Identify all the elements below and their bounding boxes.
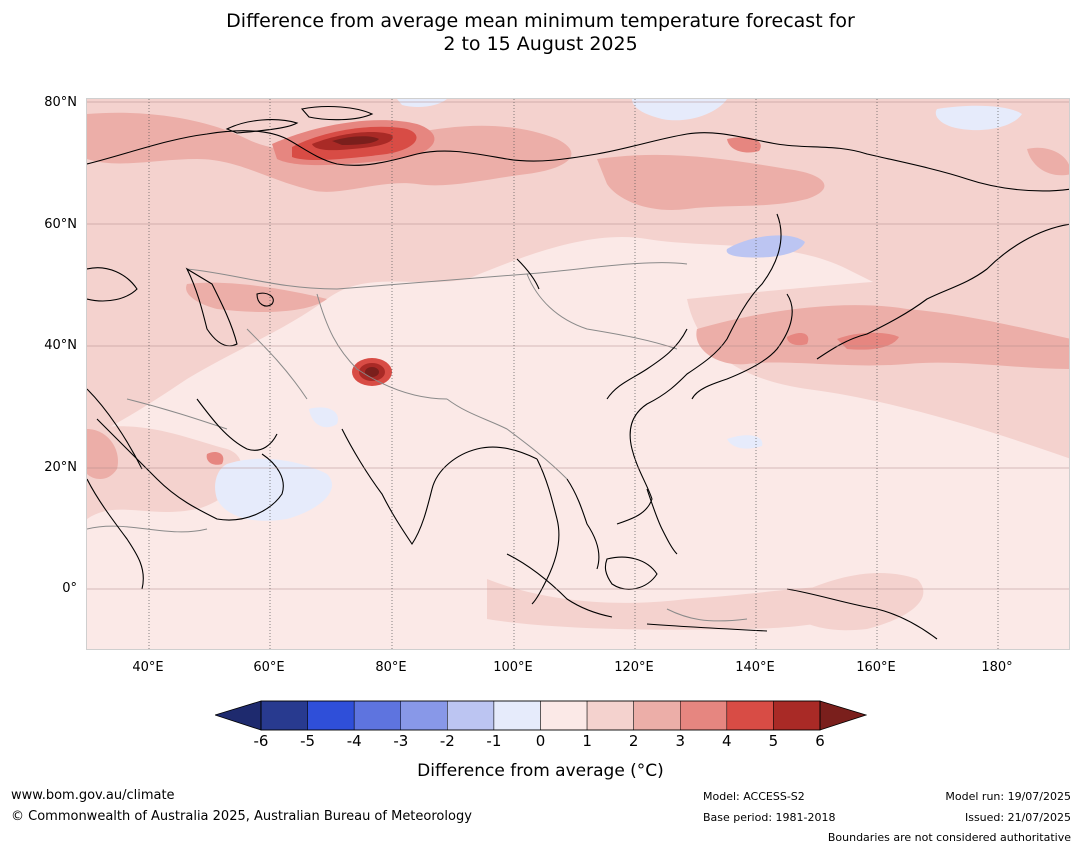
colorbar-cell bbox=[447, 700, 495, 731]
colorbar-tick-label: -5 bbox=[300, 732, 316, 750]
colorbar-cell bbox=[493, 700, 541, 731]
base-period-text: Base period: 1981-2018 bbox=[703, 811, 836, 824]
anomaly-band-minus-1-0 bbox=[215, 99, 1022, 521]
colorbar-high-extend bbox=[819, 700, 867, 731]
colorbar-tick-label: 2 bbox=[628, 732, 639, 750]
map-title: Difference from average mean minimum tem… bbox=[0, 10, 1081, 56]
lon-label-40e: 40°E bbox=[132, 660, 164, 675]
colorbar-cell bbox=[586, 700, 634, 731]
lon-label-180: 180° bbox=[981, 660, 1013, 675]
lat-label-equator: 0° bbox=[62, 581, 77, 596]
colorbar-tick-label: -1 bbox=[486, 732, 502, 750]
colorbar-tick-label: -4 bbox=[346, 732, 362, 750]
lat-label-40n: 40°N bbox=[44, 338, 77, 353]
boundaries-note: Boundaries are not considered authoritat… bbox=[827, 831, 1071, 844]
lat-label-80n: 80°N bbox=[44, 95, 77, 110]
colorbar-cell bbox=[260, 700, 308, 731]
title-line-2: 2 to 15 August 2025 bbox=[443, 33, 638, 55]
lat-label-20n: 20°N bbox=[44, 460, 77, 475]
colorbar-cell bbox=[680, 700, 728, 731]
country-boundaries bbox=[87, 262, 748, 622]
colorbar-cell bbox=[400, 700, 448, 731]
colorbar-cell bbox=[353, 700, 401, 731]
lon-label-120e: 120°E bbox=[614, 660, 654, 675]
title-line-1: Difference from average mean minimum tem… bbox=[226, 10, 855, 32]
colorbar-low-extend bbox=[215, 700, 262, 731]
meridians bbox=[148, 99, 999, 649]
lon-label-80e: 80°E bbox=[375, 660, 407, 675]
parallels bbox=[87, 101, 1069, 590]
issued-text: Issued: 21/07/2025 bbox=[964, 811, 1071, 824]
colorbar-cell bbox=[540, 700, 588, 731]
colorbar-tick-label: 5 bbox=[768, 732, 779, 750]
okhotsk-cold-area bbox=[726, 235, 805, 258]
colorbar-cell bbox=[773, 700, 821, 731]
colorbar-label: Difference from average (°C) bbox=[0, 761, 1081, 781]
colorbar-tick-label: 6 bbox=[815, 732, 825, 750]
anomaly-map bbox=[86, 98, 1070, 650]
model-run-text: Model run: 19/07/2025 bbox=[945, 790, 1071, 803]
colorbar-tick-label: -3 bbox=[393, 732, 409, 750]
map-svg bbox=[87, 99, 1069, 649]
coastlines bbox=[87, 105, 1069, 640]
lat-label-60n: 60°N bbox=[44, 217, 77, 232]
colorbar-tick-label: 0 bbox=[535, 732, 546, 750]
colorbar-cell bbox=[307, 700, 355, 731]
lon-label-140e: 140°E bbox=[735, 660, 775, 675]
colorbar-cell bbox=[726, 700, 774, 731]
colorbar bbox=[215, 700, 867, 731]
copyright-text: © Commonwealth of Australia 2025, Austra… bbox=[11, 809, 472, 824]
colorbar-tick-label: 1 bbox=[582, 732, 592, 750]
colorbar-label-text: Difference from average (°C) bbox=[417, 761, 664, 781]
website-link[interactable]: www.bom.gov.au/climate bbox=[11, 788, 175, 803]
lon-label-100e: 100°E bbox=[493, 660, 533, 675]
colorbar-tick-label: -2 bbox=[439, 732, 455, 750]
colorbar-tick-label: 3 bbox=[675, 732, 686, 750]
lon-label-60e: 60°E bbox=[253, 660, 285, 675]
colorbar-cell bbox=[633, 700, 681, 731]
anomaly-hotspots bbox=[292, 126, 417, 386]
colorbar-tick-label: -6 bbox=[253, 732, 269, 750]
model-text: Model: ACCESS-S2 bbox=[703, 790, 805, 803]
lon-label-160e: 160°E bbox=[856, 660, 896, 675]
colorbar-tick-label: 4 bbox=[722, 732, 732, 750]
